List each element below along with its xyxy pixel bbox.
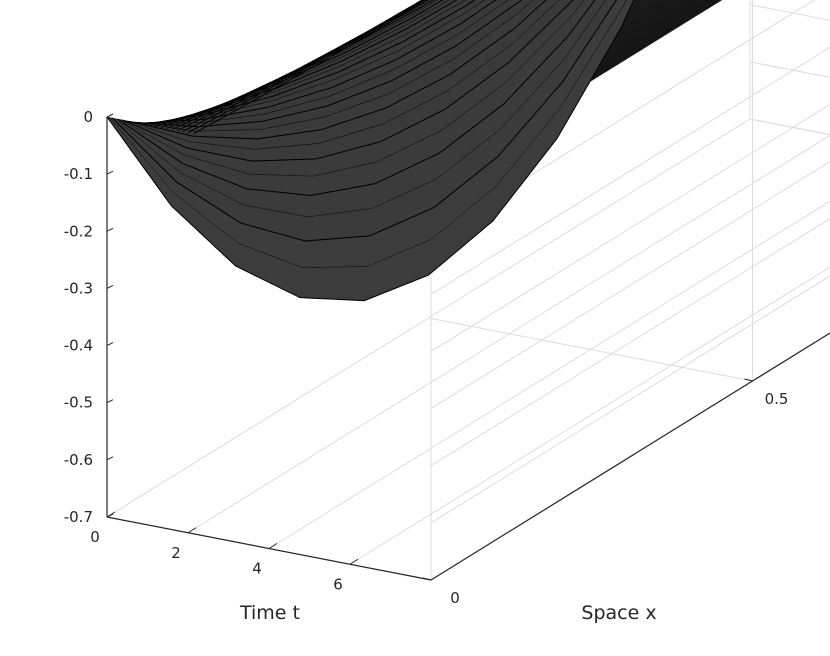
- surface-mesh-line: [139, 0, 497, 124]
- z-tick: [106, 227, 114, 232]
- y-axis-label: Time t: [239, 602, 300, 624]
- z-tick: [106, 170, 114, 175]
- surface-mesh-line: [150, 0, 458, 126]
- surface-mesh-line: [117, 0, 596, 197]
- surface-mesh-line: [122, 0, 574, 162]
- grid-line: [349, 266, 830, 565]
- surface-mesh-line: [182, 0, 424, 133]
- surface-mesh-line: [106, 0, 635, 302]
- surface-mesh-line: [133, 0, 523, 128]
- t-tick-label: 2: [171, 544, 181, 562]
- grid-line: [749, 4, 830, 21]
- grid-line: [187, 134, 830, 534]
- z-tick-label: 0: [83, 108, 93, 126]
- x-axis-label: Space x: [581, 602, 656, 624]
- z-tick-label: -0.5: [64, 394, 93, 412]
- surface-mesh-line: [171, 0, 425, 131]
- x-tick: [744, 378, 753, 382]
- z-tick-label: -0.2: [64, 222, 93, 240]
- grid-line: [106, 118, 751, 518]
- t-tick: [349, 558, 359, 565]
- z-tick: [106, 399, 114, 404]
- grid-line: [268, 200, 830, 549]
- t-tick: [268, 543, 278, 549]
- x-tick-label: 0: [450, 589, 460, 607]
- surface-mesh-line: [176, 0, 423, 132]
- surface-mesh: [106, 0, 723, 302]
- surface-mesh-line: [128, 0, 547, 140]
- z-tick: [106, 113, 114, 118]
- t-tick: [106, 511, 116, 518]
- z-tick-label: -0.6: [64, 451, 93, 469]
- t-tick-label: 6: [333, 575, 343, 593]
- z-tick: [106, 342, 114, 347]
- surface-mesh-line: [193, 0, 428, 135]
- surface-mesh-line: [112, 0, 618, 242]
- t-tick-label: 4: [252, 560, 262, 578]
- surface-mesh-line: [155, 0, 444, 127]
- z-tick-label: -0.1: [64, 165, 93, 183]
- t-tick: [187, 527, 197, 534]
- x-tick-label: 0.5: [765, 390, 789, 408]
- x-tick: [422, 577, 432, 581]
- z-tick: [106, 284, 114, 289]
- z-tick: [106, 456, 114, 461]
- z-tick-label: -0.7: [64, 508, 93, 526]
- axes: [106, 113, 830, 581]
- surface-mesh-line: [187, 0, 426, 134]
- t-tick-label: 0: [90, 528, 100, 546]
- grid-line: [749, 61, 830, 78]
- z-tick-label: -0.3: [64, 279, 93, 297]
- grid-line: [749, 118, 830, 136]
- z-tick-label: -0.4: [64, 337, 93, 355]
